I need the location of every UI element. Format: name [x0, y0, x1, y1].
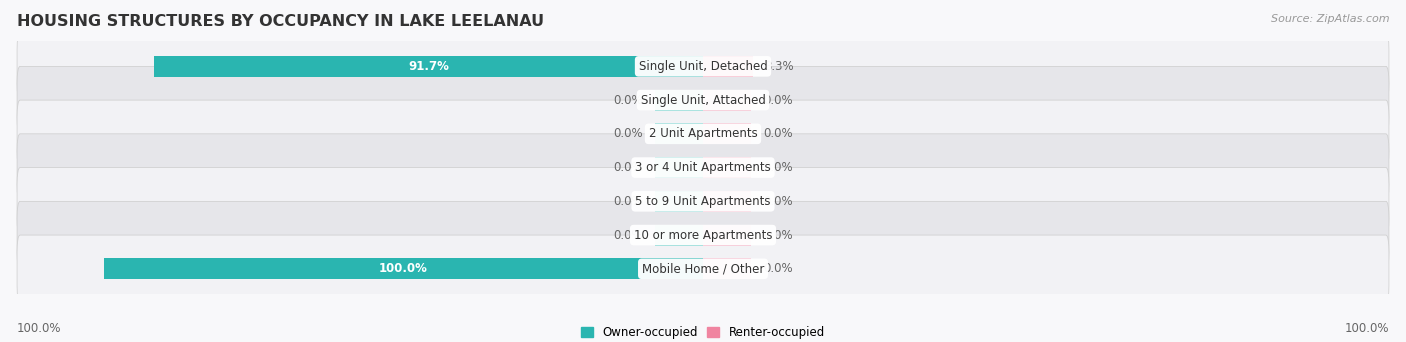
- Bar: [655, 157, 703, 178]
- Bar: [655, 191, 703, 212]
- Text: 0.0%: 0.0%: [763, 94, 793, 107]
- Text: Source: ZipAtlas.com: Source: ZipAtlas.com: [1271, 14, 1389, 24]
- Text: 8.3%: 8.3%: [765, 60, 794, 73]
- Text: 0.0%: 0.0%: [763, 195, 793, 208]
- Bar: [703, 56, 752, 77]
- Text: 0.0%: 0.0%: [763, 127, 793, 140]
- Text: 0.0%: 0.0%: [613, 161, 643, 174]
- Bar: [104, 258, 703, 279]
- Text: 100.0%: 100.0%: [17, 322, 62, 335]
- FancyBboxPatch shape: [17, 32, 1389, 100]
- FancyBboxPatch shape: [17, 168, 1389, 235]
- Bar: [153, 56, 703, 77]
- Text: 91.7%: 91.7%: [408, 60, 449, 73]
- Text: HOUSING STRUCTURES BY OCCUPANCY IN LAKE LEELANAU: HOUSING STRUCTURES BY OCCUPANCY IN LAKE …: [17, 14, 544, 29]
- Bar: [703, 258, 751, 279]
- FancyBboxPatch shape: [17, 66, 1389, 134]
- Text: Single Unit, Attached: Single Unit, Attached: [641, 94, 765, 107]
- Legend: Owner-occupied, Renter-occupied: Owner-occupied, Renter-occupied: [576, 321, 830, 342]
- Text: 100.0%: 100.0%: [1344, 322, 1389, 335]
- Text: 0.0%: 0.0%: [613, 94, 643, 107]
- Bar: [703, 123, 751, 144]
- FancyBboxPatch shape: [17, 134, 1389, 201]
- Text: 0.0%: 0.0%: [763, 228, 793, 241]
- Text: 0.0%: 0.0%: [613, 127, 643, 140]
- Text: 2 Unit Apartments: 2 Unit Apartments: [648, 127, 758, 140]
- Text: Mobile Home / Other: Mobile Home / Other: [641, 262, 765, 275]
- Bar: [703, 225, 751, 246]
- Text: 5 to 9 Unit Apartments: 5 to 9 Unit Apartments: [636, 195, 770, 208]
- Bar: [703, 90, 751, 110]
- FancyBboxPatch shape: [17, 201, 1389, 269]
- Text: 10 or more Apartments: 10 or more Apartments: [634, 228, 772, 241]
- Text: 100.0%: 100.0%: [380, 262, 427, 275]
- FancyBboxPatch shape: [17, 100, 1389, 168]
- Text: 0.0%: 0.0%: [613, 228, 643, 241]
- Bar: [655, 90, 703, 110]
- Bar: [655, 225, 703, 246]
- Text: 0.0%: 0.0%: [763, 161, 793, 174]
- Text: Single Unit, Detached: Single Unit, Detached: [638, 60, 768, 73]
- Bar: [703, 191, 751, 212]
- Text: 0.0%: 0.0%: [613, 195, 643, 208]
- Bar: [655, 123, 703, 144]
- Text: 0.0%: 0.0%: [763, 262, 793, 275]
- Bar: [703, 157, 751, 178]
- Text: 3 or 4 Unit Apartments: 3 or 4 Unit Apartments: [636, 161, 770, 174]
- FancyBboxPatch shape: [17, 235, 1389, 303]
